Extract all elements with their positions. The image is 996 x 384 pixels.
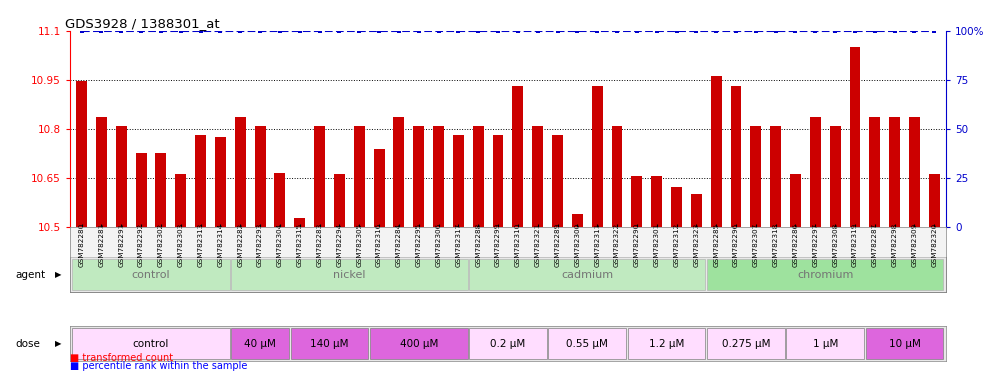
Bar (707, 328, 785, 359)
Bar (231, 259, 467, 290)
Bar (291, 328, 369, 359)
Bar (469, 328, 547, 359)
Bar (572, 214, 583, 227)
Text: chromium: chromium (797, 270, 854, 280)
Bar (552, 135, 563, 227)
Text: dose: dose (15, 339, 40, 349)
Bar (413, 126, 424, 227)
Text: 0.55 μM: 0.55 μM (567, 339, 609, 349)
Bar (433, 126, 444, 227)
Bar (627, 328, 705, 359)
Text: ■ percentile rank within the sample: ■ percentile rank within the sample (70, 361, 247, 371)
Bar (294, 218, 305, 227)
Bar (889, 117, 900, 227)
Text: agent: agent (15, 270, 45, 280)
Bar (631, 176, 642, 227)
Bar (651, 176, 662, 227)
Bar (155, 153, 166, 227)
Text: GDS3928 / 1388301_at: GDS3928 / 1388301_at (66, 17, 220, 30)
Text: ▶: ▶ (55, 270, 62, 279)
Bar (73, 259, 229, 290)
Bar (691, 194, 702, 227)
Bar (354, 126, 365, 227)
Bar (374, 149, 384, 227)
Bar (393, 117, 404, 227)
Bar (707, 259, 943, 290)
Bar (314, 126, 325, 227)
Bar (96, 117, 107, 227)
Bar (235, 117, 246, 227)
Bar (830, 126, 841, 227)
Bar (770, 126, 781, 227)
Text: 0.275 μM: 0.275 μM (722, 339, 770, 349)
Text: control: control (132, 339, 169, 349)
Text: 10 μM: 10 μM (888, 339, 920, 349)
Text: ■ transformed count: ■ transformed count (70, 353, 173, 362)
Bar (255, 126, 266, 227)
Bar (175, 174, 186, 227)
Bar (215, 137, 226, 227)
Bar (473, 126, 484, 227)
Bar (334, 174, 345, 227)
Bar (850, 47, 861, 227)
Bar (866, 328, 943, 359)
Bar (810, 117, 821, 227)
Bar (711, 76, 722, 227)
Text: 40 μM: 40 μM (244, 339, 276, 349)
Bar (116, 126, 126, 227)
Bar (929, 174, 940, 227)
Bar (671, 187, 682, 227)
Bar (909, 117, 920, 227)
Bar (532, 126, 543, 227)
Bar (195, 135, 206, 227)
Bar (870, 117, 880, 227)
Text: cadmium: cadmium (561, 270, 614, 280)
Bar (787, 328, 865, 359)
Bar (790, 174, 801, 227)
Bar (231, 328, 289, 359)
Text: 0.2 μM: 0.2 μM (490, 339, 526, 349)
Bar (76, 81, 87, 227)
Bar (370, 328, 467, 359)
Bar (730, 86, 741, 227)
Text: 400 μM: 400 μM (399, 339, 438, 349)
Bar (750, 126, 761, 227)
Bar (549, 328, 626, 359)
Bar (453, 135, 464, 227)
Bar (493, 135, 504, 227)
Bar (612, 126, 622, 227)
Text: 1.2 μM: 1.2 μM (649, 339, 684, 349)
Bar (512, 86, 523, 227)
Bar (135, 153, 146, 227)
Bar (275, 173, 286, 227)
Text: 1 μM: 1 μM (813, 339, 838, 349)
Text: 140 μM: 140 μM (310, 339, 349, 349)
Bar (469, 259, 705, 290)
Bar (592, 86, 603, 227)
Text: nickel: nickel (333, 270, 366, 280)
Text: control: control (131, 270, 170, 280)
Text: ▶: ▶ (55, 339, 62, 348)
Bar (73, 328, 229, 359)
